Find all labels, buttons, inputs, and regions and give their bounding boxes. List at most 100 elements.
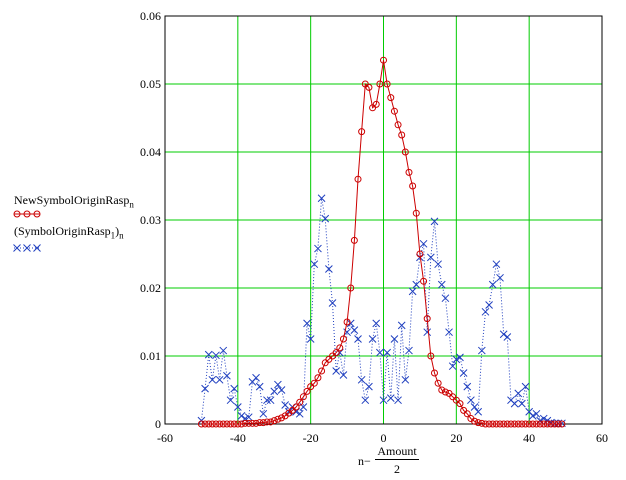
series-1-point bbox=[219, 420, 227, 428]
series-2-point bbox=[488, 280, 497, 289]
series-2-point bbox=[518, 399, 526, 408]
series-1-point bbox=[256, 419, 264, 427]
series-2-point bbox=[503, 333, 512, 341]
series-2-point bbox=[437, 280, 446, 289]
series-1-point bbox=[416, 250, 424, 258]
y-tick-label: 0.01 bbox=[140, 349, 161, 363]
series-2-point bbox=[441, 294, 450, 303]
series-1-point bbox=[434, 379, 442, 387]
series-2-point bbox=[212, 351, 220, 360]
series-1-point bbox=[263, 418, 271, 426]
series-2-point bbox=[485, 301, 493, 309]
series-1-point bbox=[503, 420, 511, 428]
series-2-point bbox=[499, 330, 508, 339]
series-2-point bbox=[514, 389, 523, 398]
series-1-point bbox=[205, 420, 213, 428]
series-1-point bbox=[365, 83, 373, 91]
series-2-point bbox=[383, 348, 391, 357]
series-1-point bbox=[303, 387, 311, 395]
series-2-point bbox=[357, 375, 366, 384]
series-2-point bbox=[390, 335, 399, 343]
series-1-point bbox=[456, 400, 464, 408]
series-2-point bbox=[295, 409, 304, 418]
series-2-point bbox=[226, 396, 235, 405]
series-2-point bbox=[277, 386, 286, 394]
series-1-point bbox=[270, 417, 278, 425]
x-axis-label-fraction-bar bbox=[375, 459, 419, 460]
series-1-point bbox=[227, 420, 235, 428]
x-tick-label: 40 bbox=[523, 431, 535, 445]
series-1-point bbox=[492, 420, 500, 428]
series-1-point bbox=[522, 420, 530, 428]
x-axis-label-prefix: n− bbox=[358, 454, 371, 468]
series-2-point bbox=[354, 335, 362, 343]
series-2-point bbox=[270, 387, 279, 396]
series-1-point bbox=[489, 420, 497, 428]
series-2-point bbox=[430, 217, 439, 226]
series-2-point bbox=[281, 401, 290, 409]
series-2-point bbox=[528, 411, 537, 420]
series-1-point bbox=[390, 107, 398, 115]
plot-frame bbox=[164, 15, 603, 425]
series-1-point bbox=[278, 414, 286, 422]
series-2-point bbox=[467, 396, 475, 405]
series-2-point bbox=[350, 326, 359, 335]
series-2-point bbox=[266, 396, 275, 405]
series-1-point bbox=[350, 236, 358, 244]
series-2-point bbox=[325, 265, 333, 273]
series-1-point bbox=[554, 420, 562, 428]
series-1-point bbox=[267, 418, 275, 426]
series-2-point bbox=[492, 260, 501, 269]
series-2-point bbox=[237, 411, 246, 420]
series-2-point bbox=[368, 335, 377, 343]
series-2-point bbox=[496, 273, 504, 282]
legend-sample-series-2-marker bbox=[33, 244, 41, 252]
series-2-point bbox=[386, 394, 395, 403]
series-1-point bbox=[354, 175, 362, 183]
series-2-point bbox=[412, 280, 421, 289]
series-1-point bbox=[201, 420, 209, 428]
series-1-point bbox=[540, 420, 548, 428]
series-2-point bbox=[470, 403, 479, 411]
series-2-point bbox=[255, 382, 264, 391]
series-2-point bbox=[452, 355, 461, 364]
series-1-point bbox=[507, 420, 515, 428]
series-1-point bbox=[511, 420, 519, 428]
series-1-point bbox=[558, 420, 566, 428]
series-1-point bbox=[245, 419, 253, 427]
series-2-point bbox=[434, 260, 442, 269]
series-1-point bbox=[343, 318, 351, 326]
legend-sample-series-1-marker bbox=[13, 210, 21, 218]
series-1-point bbox=[412, 209, 420, 217]
series-1-point bbox=[463, 410, 471, 418]
series-2-point bbox=[510, 399, 519, 408]
series-2-point bbox=[405, 346, 413, 355]
series-2-point bbox=[263, 396, 271, 405]
series-1-point bbox=[514, 420, 522, 428]
series-1-point bbox=[401, 148, 409, 156]
series-1-point bbox=[551, 420, 559, 428]
series-2-point bbox=[426, 253, 435, 262]
series-2-point bbox=[477, 346, 486, 355]
series-2-point bbox=[259, 409, 268, 418]
series-1-point bbox=[259, 419, 267, 427]
series-2-point bbox=[244, 413, 253, 422]
series-2-point bbox=[365, 382, 373, 391]
series-1-point bbox=[332, 349, 340, 357]
series-1-point bbox=[532, 420, 540, 428]
series-1-point bbox=[252, 419, 260, 427]
series-2-point bbox=[219, 346, 228, 355]
series-2-point bbox=[474, 407, 483, 416]
x-tick-label: 0 bbox=[381, 431, 387, 445]
series-1-point bbox=[310, 379, 318, 387]
x-axis-label-denominator: 2 bbox=[394, 462, 400, 476]
series-1-point bbox=[347, 284, 355, 292]
series-2-point bbox=[423, 328, 432, 337]
legend-sample-series-1-marker bbox=[23, 210, 31, 218]
x-tick-label: -40 bbox=[230, 431, 246, 445]
series-2-point bbox=[208, 375, 217, 384]
series-2-point bbox=[394, 396, 402, 405]
series-1-point bbox=[212, 420, 220, 428]
series-2-point bbox=[328, 299, 337, 307]
series-1-point bbox=[536, 420, 544, 428]
